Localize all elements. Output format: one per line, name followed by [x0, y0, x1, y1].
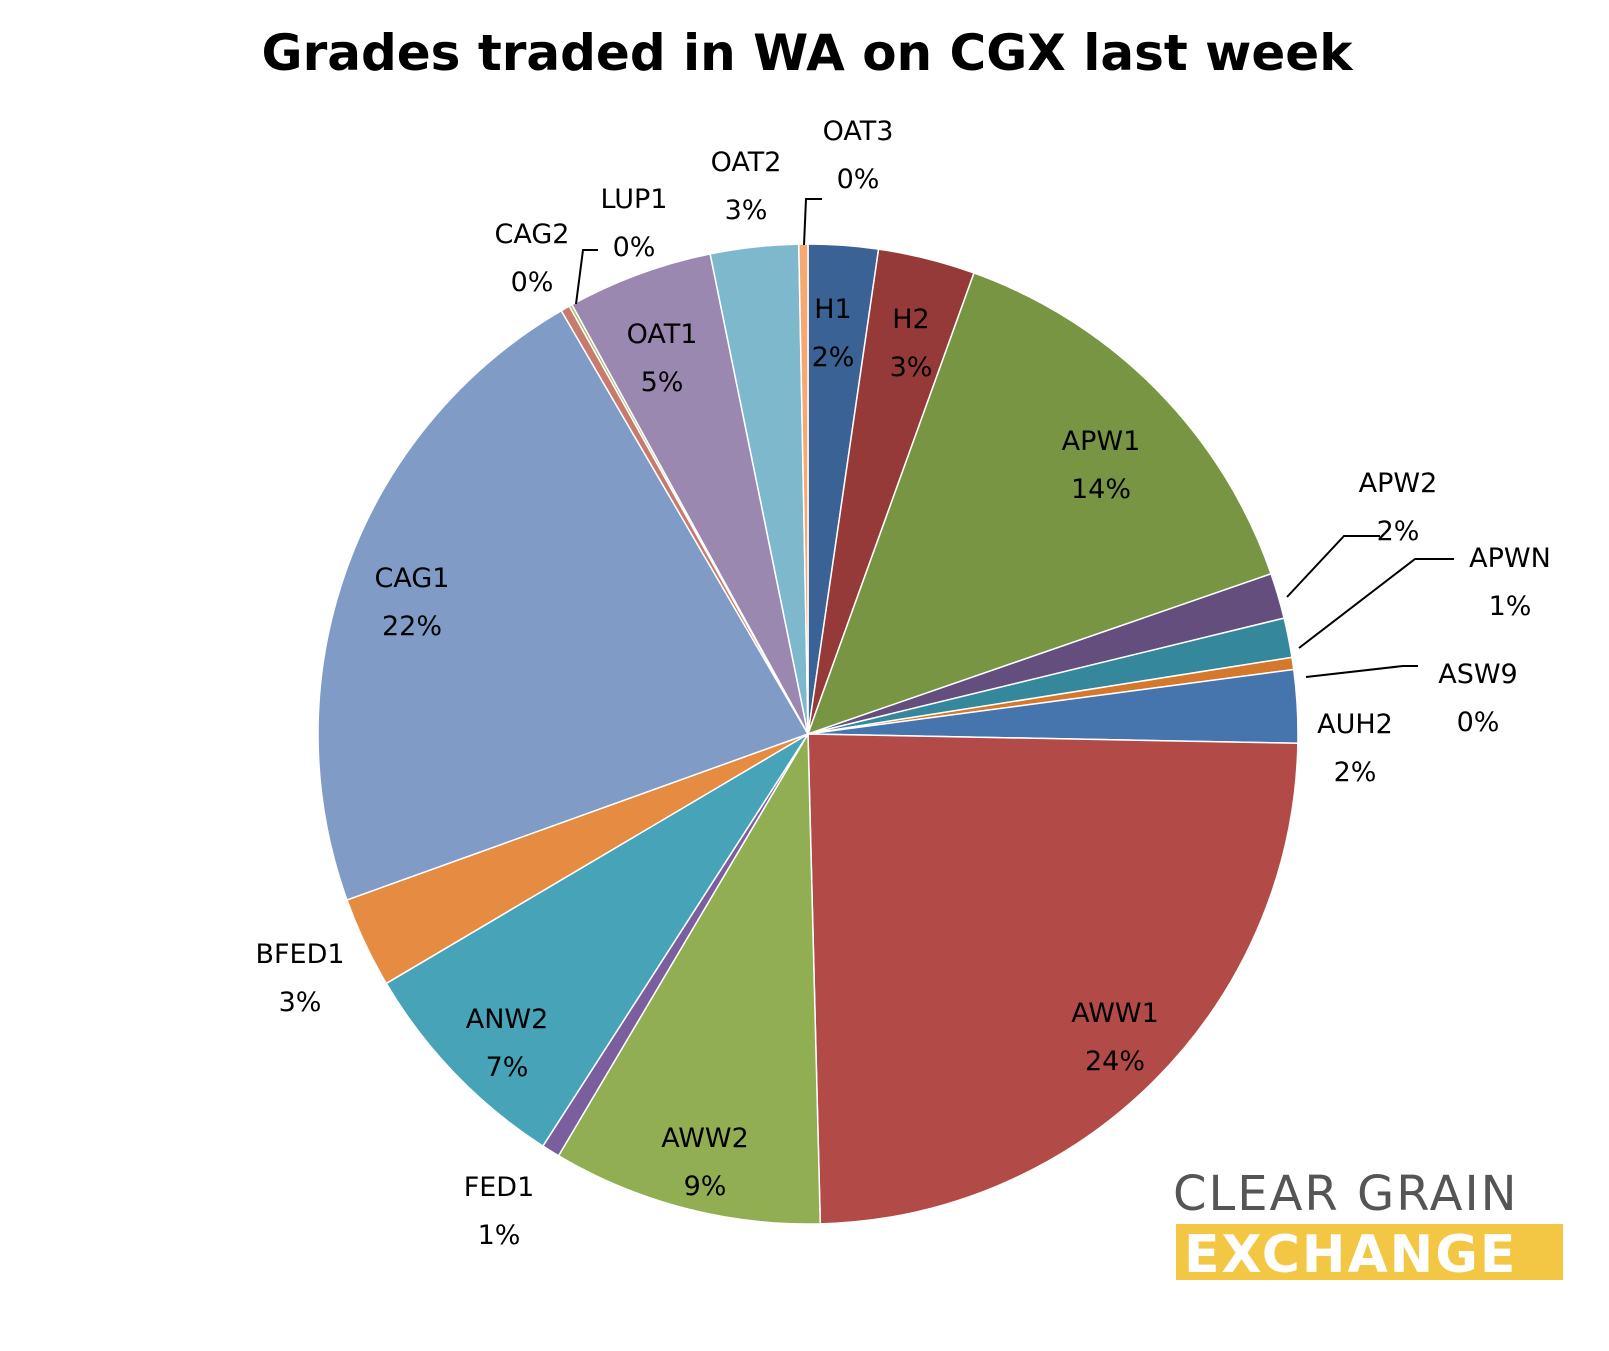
slice-percent-auh2: 2%	[1334, 757, 1377, 788]
slice-labels: H1 2% H2 3% APW1 14% APW2 2% APWN 1% ASW9 0% AUH2 2% A…	[255, 116, 1550, 1251]
leader-line-apw2	[1286, 535, 1380, 598]
pie-slice-aww2	[557, 731, 822, 1225]
leader-lines	[575, 198, 1454, 678]
slice-label-oat1: OAT1	[627, 319, 698, 350]
slice-label-h2: H2	[892, 304, 929, 335]
clear-grain-exchange-logo: CLEAR GRAIN EXCHANGE	[1173, 1166, 1563, 1285]
slice-label-fed1: FED1	[464, 1172, 535, 1203]
slice-percent-bfed1: 3%	[279, 987, 322, 1018]
pie-slice-cag1	[317, 309, 810, 901]
pie-slices	[317, 243, 1299, 1225]
slice-label-anw2: ANW2	[466, 1004, 549, 1035]
logo-accent-bar	[1176, 1224, 1563, 1280]
slice-percent-oat3: 0%	[837, 164, 880, 195]
slice-percent-cag2: 0%	[511, 267, 554, 298]
leader-line-cag2	[575, 249, 598, 305]
pie-slice-anw2	[385, 733, 809, 1148]
logo-line-2: EXCHANGE	[1184, 1225, 1517, 1285]
logo-line-1: CLEAR GRAIN	[1173, 1166, 1519, 1222]
slice-label-apw1: APW1	[1062, 426, 1141, 457]
slice-label-asw9: ASW9	[1438, 659, 1517, 690]
leader-line-oat3	[803, 198, 822, 246]
slice-label-lup1: LUP1	[601, 184, 668, 215]
slice-percent-h1: 2%	[812, 342, 855, 373]
pie-slice-aww1	[807, 733, 1299, 1225]
slice-percent-fed1: 1%	[478, 1220, 521, 1251]
slice-percent-h2: 3%	[890, 352, 933, 383]
leader-line-asw9	[1305, 665, 1418, 678]
slice-label-apwn: APWN	[1469, 543, 1551, 574]
slice-percent-asw9: 0%	[1457, 707, 1500, 738]
slice-label-oat2: OAT2	[711, 147, 782, 178]
slice-percent-apw2: 2%	[1377, 516, 1420, 547]
slice-percent-aww2: 9%	[684, 1171, 727, 1202]
slice-percent-apwn: 1%	[1489, 591, 1532, 622]
slice-percent-apw1: 14%	[1071, 474, 1131, 505]
slice-label-aww1: AWW1	[1071, 998, 1159, 1029]
slice-percent-cag1: 22%	[382, 611, 442, 642]
pie-slice-apw1	[806, 272, 1273, 736]
slice-label-cag2: CAG2	[495, 219, 570, 250]
slice-label-h1: H1	[814, 294, 851, 325]
slice-label-bfed1: BFED1	[255, 939, 344, 970]
slice-percent-aww1: 24%	[1085, 1046, 1145, 1077]
slice-label-aww2: AWW2	[661, 1123, 749, 1154]
slice-percent-oat2: 3%	[725, 195, 768, 226]
chart-title: Grades traded in WA on CGX last week	[262, 24, 1355, 82]
slice-label-auh2: AUH2	[1317, 709, 1393, 740]
slice-label-oat3: OAT3	[823, 116, 894, 147]
pie-slice-oat1	[570, 252, 809, 735]
slice-percent-lup1: 0%	[613, 232, 656, 263]
slice-percent-oat1: 5%	[641, 367, 684, 398]
slice-percent-anw2: 7%	[486, 1052, 529, 1083]
slice-label-apw2: APW2	[1359, 468, 1438, 499]
slice-label-cag1: CAG1	[375, 563, 450, 594]
leader-line-apwn	[1298, 558, 1454, 649]
